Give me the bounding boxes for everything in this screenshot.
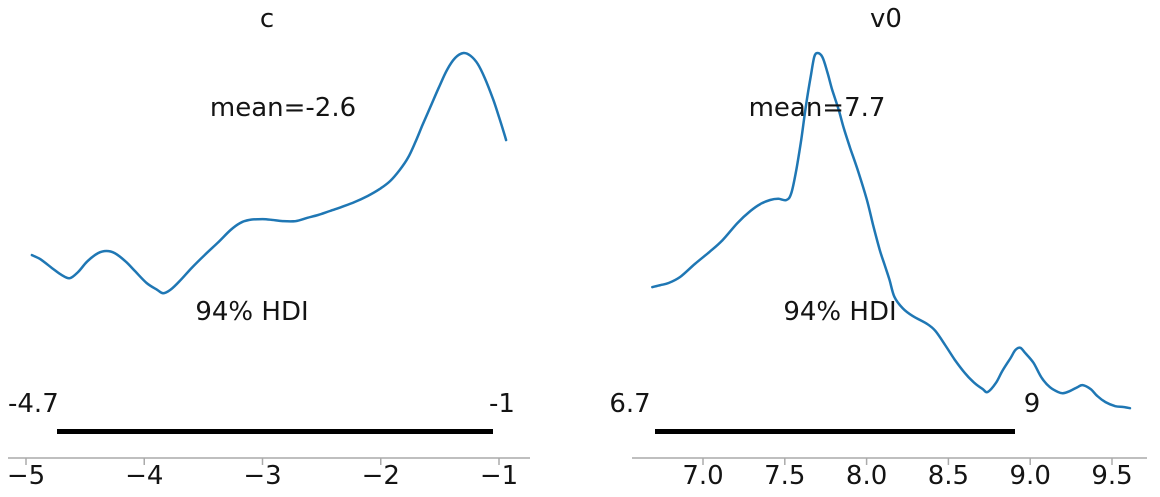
kde-curve-right [651, 51, 1132, 410]
x-tick-label-left: −4 [125, 461, 164, 491]
hdi-upper-label-left: -1 [489, 389, 515, 419]
mean-annotation-right: mean=7.7 [748, 93, 886, 123]
hdi-text-left: 94% HDI [195, 297, 309, 327]
kde-curve-left [30, 51, 508, 295]
x-tick-label-right: 9.0 [1009, 461, 1051, 491]
subplot-title-left: c [259, 4, 275, 34]
x-tick-label-right: 8.5 [927, 461, 970, 491]
x-tick-label-right: 7.5 [764, 461, 806, 491]
mean-annotation-left: mean=-2.6 [209, 93, 357, 123]
x-tick-label-left: −5 [6, 461, 46, 491]
hdi-upper-label-right: 9 [1023, 389, 1041, 419]
x-tick-label-right: 9.5 [1091, 461, 1133, 491]
x-tick-label-left: −1 [479, 461, 519, 491]
hdi-text-right: 94% HDI [783, 297, 897, 327]
x-tick-label-left: −3 [243, 461, 282, 491]
subplot-title-right: v0 [870, 4, 902, 34]
hdi-lower-label-right: 6.7 [609, 389, 651, 419]
x-tick-label-left: −2 [361, 461, 400, 491]
hdi-lower-label-left: -4.7 [8, 389, 59, 419]
x-tick-label-right: 7.0 [682, 461, 724, 491]
x-tick-label-right: 8.0 [845, 461, 888, 491]
